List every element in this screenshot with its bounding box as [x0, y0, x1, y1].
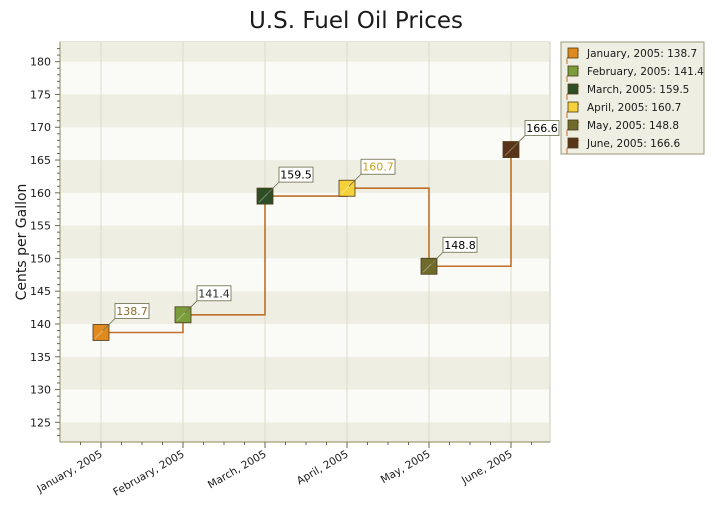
data-label: 148.8 — [444, 239, 476, 252]
x-tick-label: June, 2005 — [459, 448, 515, 487]
legend-swatch — [567, 65, 579, 77]
y-tick-label: 150 — [30, 252, 51, 265]
grid-band — [61, 323, 549, 357]
y-tick-label: 180 — [30, 56, 51, 69]
legend-swatch — [567, 137, 579, 149]
data-label-box — [360, 158, 396, 175]
legend-item-label: February, 2005: 141.4 — [587, 66, 704, 78]
data-label: 138.7 — [116, 305, 148, 318]
data-label-box — [196, 285, 232, 302]
grid-band — [61, 127, 549, 161]
x-tick-label: January, 2005 — [34, 448, 104, 495]
grid-band — [61, 94, 549, 128]
y-tick-label: 155 — [30, 220, 51, 233]
grid-band — [61, 61, 549, 95]
legend-box — [560, 41, 705, 155]
data-label-connector — [184, 300, 198, 314]
chart-title: U.S. Fuel Oil Prices — [249, 8, 463, 34]
y-tick-label: 160 — [30, 187, 51, 200]
y-tick-label: 130 — [30, 384, 51, 397]
data-label: 160.7 — [362, 161, 394, 174]
y-axis-title: Cents per Gallon — [14, 184, 30, 301]
legend-swatch — [567, 101, 579, 113]
legend-item-label: April, 2005: 160.7 — [587, 102, 681, 114]
x-tick-label: May, 2005 — [379, 448, 433, 486]
x-tick-label: April, 2005 — [295, 448, 351, 487]
data-label-connector — [102, 318, 116, 331]
data-label: 159.5 — [280, 169, 312, 182]
legend-item-label: March, 2005: 159.5 — [587, 84, 689, 96]
data-label-box — [442, 236, 478, 253]
y-tick-label: 125 — [30, 416, 51, 429]
legend: January, 2005: 138.7 February, 2005: 141.… — [560, 41, 705, 155]
data-label: 166.6 — [526, 122, 558, 135]
x-tick-label: February, 2005 — [111, 448, 186, 498]
legend-swatch — [567, 119, 579, 131]
legend-item-label: January, 2005: 138.7 — [586, 48, 697, 60]
y-tick-label: 145 — [30, 285, 51, 298]
data-label-connector — [266, 181, 280, 195]
data-label-connector — [348, 173, 362, 187]
data-label: 141.4 — [198, 287, 230, 300]
grid-band — [61, 422, 549, 442]
y-tick-label: 140 — [30, 318, 51, 331]
legend-item-label: May, 2005: 148.8 — [587, 120, 679, 132]
plot-area: 125 130 135 140 145 150 155 160 165 170 175 180 Janu… — [30, 41, 560, 499]
data-label-box — [114, 303, 150, 319]
y-tick-label: 170 — [30, 121, 51, 134]
data-label-connector — [512, 135, 526, 148]
legend-swatch — [567, 83, 579, 95]
grid-band — [61, 42, 549, 62]
y-tick-label: 175 — [30, 88, 51, 101]
data-label-connector — [430, 251, 444, 265]
grid-band — [61, 258, 549, 292]
grid-band — [61, 389, 549, 423]
data-label-box — [524, 120, 560, 136]
grid-band — [61, 192, 549, 226]
y-tick-label: 135 — [30, 351, 51, 364]
grid-band — [61, 356, 549, 390]
data-label-box — [278, 166, 314, 183]
y-tick-label: 165 — [30, 154, 51, 167]
x-tick-label: March, 2005 — [206, 448, 269, 491]
legend-swatch — [567, 47, 579, 59]
legend-item-label: June, 2005: 166.6 — [586, 138, 681, 150]
